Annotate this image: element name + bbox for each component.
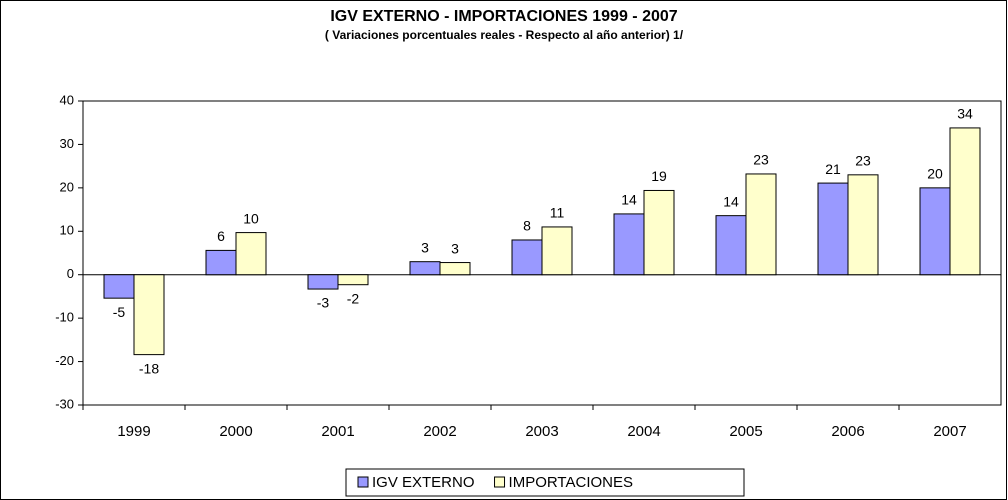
bar	[643, 189, 675, 276]
x-tick-label: 2002	[423, 423, 456, 440]
bar	[409, 261, 441, 276]
x-tick-label: 2007	[933, 423, 966, 440]
x-tick-label: 2000	[219, 423, 252, 440]
data-label: -3	[317, 295, 330, 311]
y-tick-label: 10	[60, 223, 74, 238]
bar	[541, 226, 573, 276]
data-label: 10	[243, 210, 259, 226]
y-tick-label: 40	[60, 92, 74, 107]
legend-box	[345, 468, 745, 497]
plot-area	[82, 100, 1002, 406]
y-tick-label: 30	[60, 136, 74, 151]
data-label: 14	[723, 193, 739, 209]
bar	[235, 232, 267, 276]
bar	[745, 173, 777, 276]
data-label: -2	[347, 290, 360, 306]
data-label: 21	[825, 161, 841, 177]
data-label: 19	[651, 168, 667, 184]
bar	[919, 187, 951, 276]
data-label: -18	[139, 360, 159, 376]
bar	[103, 274, 135, 299]
y-tick-label: -20	[55, 353, 74, 368]
bar	[949, 127, 981, 276]
data-label: 23	[855, 153, 871, 169]
bar	[133, 274, 165, 356]
bar	[613, 213, 645, 276]
data-label: 11	[550, 205, 565, 221]
data-label: 14	[621, 192, 637, 208]
data-label: 3	[451, 240, 459, 256]
legend-swatch	[357, 476, 369, 488]
y-tick-label: 20	[60, 179, 74, 194]
data-label: 20	[927, 166, 943, 182]
bar	[337, 274, 369, 286]
bar	[715, 215, 747, 276]
legend-label: IMPORTACIONES	[509, 474, 633, 491]
data-label: 8	[523, 218, 531, 234]
legend-swatch	[494, 476, 506, 488]
data-label: 6	[217, 228, 225, 244]
legend-label: IGV EXTERNO	[372, 474, 475, 491]
data-label: 34	[957, 106, 973, 122]
data-label: 23	[753, 152, 769, 168]
data-label: 3	[421, 239, 429, 255]
x-tick-label: 1999	[117, 423, 150, 440]
bar	[511, 239, 543, 276]
bar	[847, 174, 879, 276]
x-tick-label: 2003	[525, 423, 558, 440]
x-tick-label: 2001	[321, 423, 354, 440]
bar	[439, 262, 471, 276]
x-tick-label: 2006	[831, 423, 864, 440]
y-tick-label: -30	[55, 396, 74, 411]
bar	[205, 249, 237, 276]
x-tick-label: 2004	[627, 423, 660, 440]
data-label: -5	[113, 304, 126, 320]
bar	[817, 182, 849, 276]
y-tick-label: 0	[67, 266, 74, 281]
y-tick-label: -10	[55, 310, 74, 325]
chart-title: IGV EXTERNO - IMPORTACIONES 1999 - 2007	[330, 8, 677, 25]
x-tick-label: 2005	[729, 423, 762, 440]
chart-subtitle: ( Variaciones porcentuales reales - Resp…	[325, 28, 684, 42]
bar	[307, 274, 339, 290]
